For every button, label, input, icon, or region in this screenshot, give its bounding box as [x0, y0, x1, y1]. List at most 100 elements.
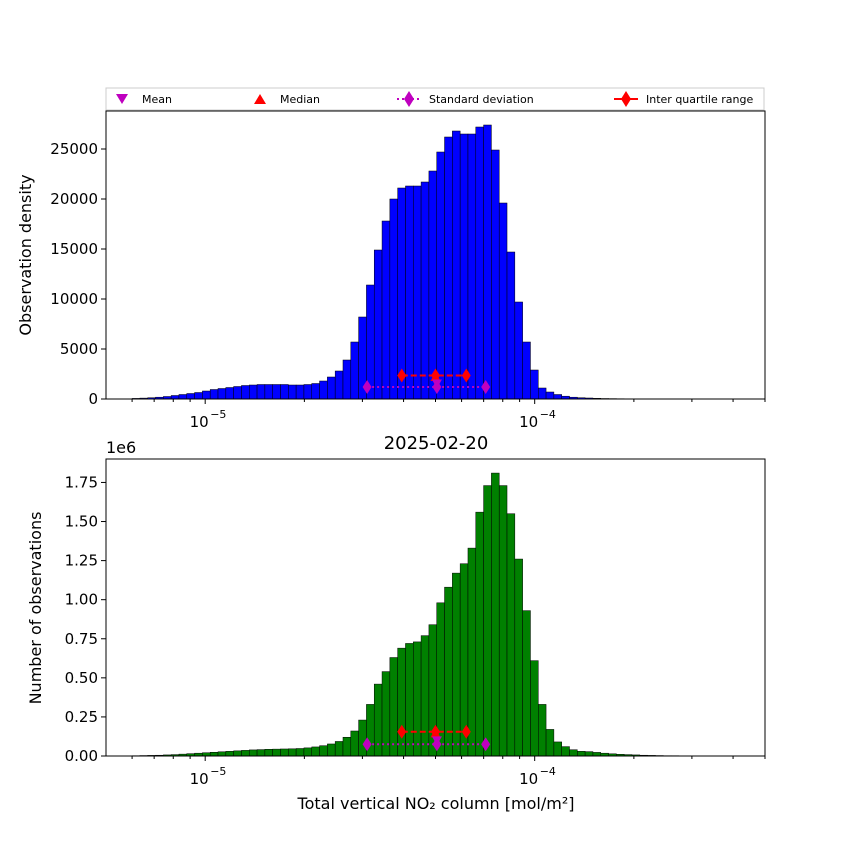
bottom-std-high-marker — [481, 737, 491, 752]
top-histogram-bar — [256, 384, 266, 400]
top-x-tick-exponent: −5 — [210, 408, 226, 421]
bottom-histogram-bar — [272, 748, 281, 757]
bottom-histogram-bar — [311, 746, 320, 757]
bottom-histogram-bar — [209, 751, 219, 757]
mean-triangle-down-icon — [116, 94, 128, 104]
bottom-histogram-bar — [577, 751, 586, 757]
bottom-y-tick-label: 0.25 — [65, 708, 98, 726]
bottom-std-low-marker — [362, 737, 372, 752]
top-histogram-bar — [436, 151, 445, 400]
top-histogram-bar — [178, 394, 188, 400]
top-histogram-bar — [553, 394, 562, 400]
bottom-histogram-bar — [280, 748, 289, 757]
top-histogram-bar — [389, 198, 398, 400]
legend-label-mean: Mean — [142, 93, 172, 106]
bottom-x-tick-label: 10 — [190, 770, 209, 788]
top-y-tick-label: 0 — [88, 390, 98, 408]
bottom-y-offset-label: 1e6 — [106, 438, 136, 457]
top-x-tick-label: 10 — [519, 413, 538, 431]
bottom-bars — [131, 472, 726, 757]
bottom-median-marker — [430, 728, 441, 738]
bottom-histogram-bar — [498, 485, 508, 757]
top-histogram-bar — [295, 384, 305, 400]
bottom-x-tick-exponent: −5 — [210, 765, 226, 778]
bottom-x-tick-exponent: −4 — [540, 765, 556, 778]
top-histogram-bar — [381, 220, 391, 400]
bottom-x-axis-label: Total vertical NO₂ column [mol/m²] — [297, 794, 575, 813]
top-histogram-bar — [272, 384, 281, 400]
top-histogram-bar — [530, 369, 539, 400]
bottom-histogram-bar — [444, 586, 453, 757]
top-histogram-bar — [186, 393, 195, 400]
top-y-tick-label: 5000 — [60, 340, 98, 358]
bottom-histogram-bar — [295, 748, 305, 757]
top-histogram-bar — [264, 384, 273, 400]
bottom-y-tick-label: 1.50 — [65, 513, 98, 531]
top-x-tick-exponent: −4 — [540, 408, 556, 421]
top-y-axis-label: Observation density — [16, 174, 35, 335]
bottom-axes-frame — [105, 458, 766, 757]
bottom-iqr-high-marker — [461, 724, 471, 739]
bottom-histogram-bar — [561, 746, 570, 757]
bottom-y-tick-label: 1.75 — [65, 473, 98, 491]
bottom-histogram-bar — [358, 719, 367, 757]
bottom-histogram-bar — [350, 730, 359, 757]
bottom-histogram-bar — [553, 741, 562, 757]
top-histogram-bar — [303, 384, 312, 400]
bottom-histogram-bar — [452, 572, 461, 757]
top-histogram-bar — [280, 384, 289, 400]
bottom-histogram-bar — [491, 472, 500, 757]
legend-item-mean: Mean — [116, 93, 172, 106]
top-x-tick-label: 10 — [190, 413, 209, 431]
bottom-histogram-bar — [413, 641, 422, 757]
top-histogram-bar — [350, 341, 359, 400]
bottom-histogram-bar — [241, 750, 250, 757]
bottom-y-tick-label: 0.00 — [65, 747, 98, 765]
legend-label-std: Standard deviation — [429, 93, 534, 106]
top-histogram-bar — [522, 341, 531, 400]
top-y-tick-label: 20000 — [50, 190, 98, 208]
bottom-y-axis-ticks: 0.00 0.25 0.50 0.75 1.00 1.25 1.50 1.75 — [65, 473, 106, 765]
top-histogram-bar — [498, 202, 508, 400]
top-std-low-marker — [362, 380, 372, 394]
top-histogram-bar — [420, 181, 430, 400]
top-histogram-bar — [209, 389, 219, 400]
bottom-iqr-low-marker — [397, 724, 407, 739]
bottom-histogram-bar — [538, 704, 547, 757]
median-triangle-up-icon — [254, 94, 266, 104]
bottom-histogram-bar — [397, 647, 406, 757]
bottom-y-tick-label: 1.25 — [65, 552, 98, 570]
top-histogram-bar — [319, 380, 328, 400]
top-histogram-bar — [342, 359, 352, 400]
bottom-histogram-bar — [514, 558, 523, 757]
legend: Mean Median Standard deviation Inter qua… — [105, 87, 765, 111]
top-histogram-bar — [288, 384, 297, 400]
top-histogram-bar — [452, 130, 461, 400]
top-histogram-bar — [475, 126, 484, 400]
top-histogram-bar — [538, 387, 547, 400]
bottom-stat-markers — [362, 724, 491, 752]
bottom-histogram-bar — [475, 511, 484, 757]
top-histogram-bar — [311, 383, 320, 400]
top-histogram-bar — [459, 133, 469, 400]
bottom-histogram-bar — [569, 749, 578, 757]
iqr-diamond-icon — [621, 91, 631, 107]
top-histogram-bar — [327, 376, 336, 400]
top-histogram-bar — [405, 185, 414, 400]
top-histogram-bar — [397, 187, 406, 400]
bottom-histogram-bar — [334, 741, 344, 757]
bottom-histogram-bar — [545, 729, 555, 757]
top-iqr-low-marker — [397, 368, 407, 383]
bottom-histogram-bar — [592, 752, 602, 757]
top-histogram-bar — [217, 388, 227, 400]
bottom-histogram-bar — [264, 749, 273, 757]
std-diamond-icon — [404, 91, 414, 107]
bottom-mean-marker — [431, 736, 442, 746]
legend-frame — [105, 87, 765, 111]
top-histogram-bar — [373, 249, 383, 400]
bottom-histogram-bar — [303, 747, 312, 757]
top-histogram-bar — [545, 391, 555, 400]
bottom-chart-title: 2025-02-20 — [384, 433, 489, 454]
legend-label-median: Median — [280, 93, 320, 106]
